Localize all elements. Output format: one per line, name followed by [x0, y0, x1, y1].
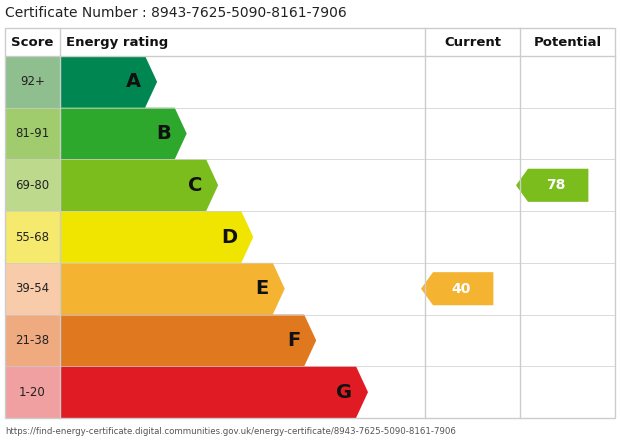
Bar: [5, 263, 60, 315]
Text: Current: Current: [444, 36, 501, 48]
Bar: [5, 108, 60, 159]
Text: E: E: [255, 279, 268, 298]
Text: Score: Score: [11, 36, 54, 48]
Polygon shape: [60, 56, 157, 108]
Text: 55-68: 55-68: [16, 231, 50, 243]
Bar: [60, 315, 615, 366]
Text: https://find-energy-certificate.digital.communities.gov.uk/energy-certificate/89: https://find-energy-certificate.digital.…: [5, 427, 456, 436]
Polygon shape: [60, 108, 187, 159]
Text: Certificate Number : 8943-7625-5090-8161-7906: Certificate Number : 8943-7625-5090-8161…: [5, 6, 347, 20]
Bar: [5, 211, 60, 263]
Text: 21-38: 21-38: [16, 334, 50, 347]
Text: 1-20: 1-20: [19, 385, 46, 399]
Text: F: F: [287, 331, 300, 350]
Bar: [60, 366, 615, 418]
Bar: [5, 315, 60, 366]
Bar: [60, 263, 615, 315]
Text: Potential: Potential: [533, 36, 601, 48]
Text: A: A: [126, 72, 141, 92]
Text: 40: 40: [451, 282, 471, 296]
Polygon shape: [60, 315, 316, 366]
Polygon shape: [60, 263, 285, 315]
Text: 78: 78: [546, 178, 566, 192]
Polygon shape: [60, 366, 368, 418]
Polygon shape: [60, 211, 254, 263]
Text: G: G: [336, 383, 352, 402]
Text: C: C: [188, 176, 202, 195]
Bar: [5, 159, 60, 211]
Polygon shape: [516, 169, 588, 202]
Bar: [5, 28, 615, 56]
Text: 92+: 92+: [20, 75, 45, 88]
Text: 69-80: 69-80: [16, 179, 50, 192]
Bar: [60, 56, 615, 108]
Bar: [5, 28, 615, 418]
Text: 39-54: 39-54: [16, 282, 50, 295]
Text: Energy rating: Energy rating: [66, 36, 168, 48]
Text: 81-91: 81-91: [16, 127, 50, 140]
Bar: [60, 159, 615, 211]
Bar: [5, 366, 60, 418]
Polygon shape: [60, 159, 218, 211]
Bar: [5, 56, 60, 108]
Bar: [60, 108, 615, 159]
Polygon shape: [421, 272, 494, 305]
Text: D: D: [221, 227, 237, 246]
Bar: [60, 211, 615, 263]
Text: B: B: [156, 124, 171, 143]
